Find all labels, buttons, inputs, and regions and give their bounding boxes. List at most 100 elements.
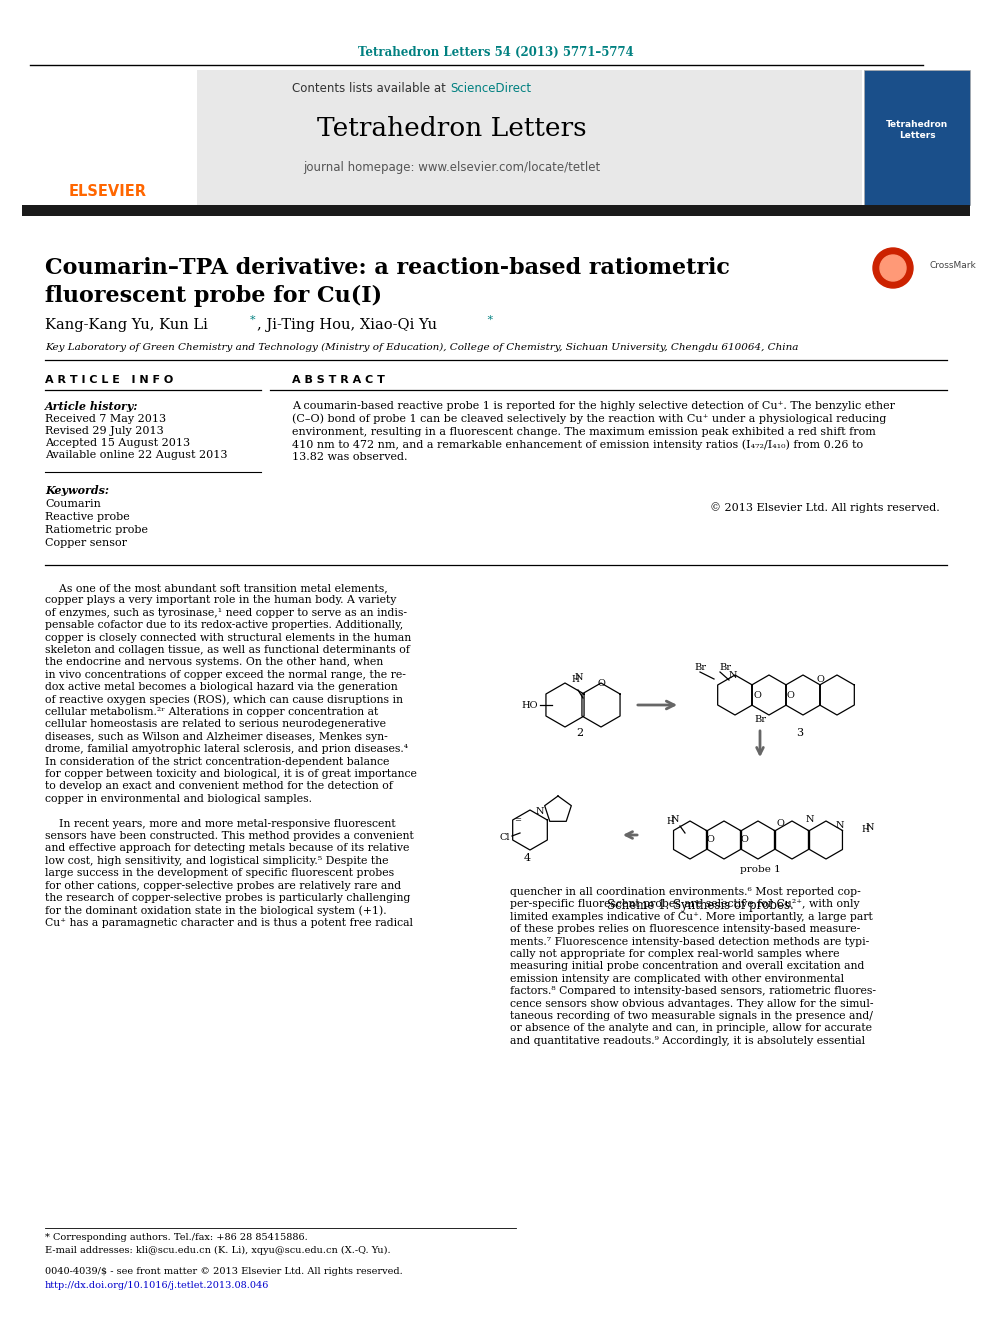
Text: N: N <box>729 671 737 680</box>
Text: 2: 2 <box>576 728 583 738</box>
Text: skeleton and collagen tissue, as well as functional determinants of: skeleton and collagen tissue, as well as… <box>45 646 410 655</box>
Text: In recent years, more and more metal-responsive fluorescent: In recent years, more and more metal-res… <box>45 819 396 828</box>
Text: O: O <box>597 679 605 688</box>
Text: H: H <box>666 818 674 827</box>
Text: fluorescent probe for Cu(I): fluorescent probe for Cu(I) <box>45 284 382 307</box>
Text: Received 7 May 2013: Received 7 May 2013 <box>45 414 166 423</box>
Text: large success in the development of specific fluorescent probes: large success in the development of spec… <box>45 868 394 878</box>
Text: Ratiometric probe: Ratiometric probe <box>45 525 148 534</box>
Text: H: H <box>861 826 869 835</box>
Text: Reactive probe: Reactive probe <box>45 512 130 523</box>
Text: N: N <box>866 823 874 832</box>
Text: measuring initial probe concentration and overall excitation and: measuring initial probe concentration an… <box>510 962 864 971</box>
Text: O: O <box>786 691 794 700</box>
Text: O: O <box>706 836 714 844</box>
Text: N: N <box>835 820 844 830</box>
Text: of these probes relies on fluorescence intensity-based measure-: of these probes relies on fluorescence i… <box>510 925 860 934</box>
Text: Kang-Kang Yu, Kun Li: Kang-Kang Yu, Kun Li <box>45 318 208 332</box>
Text: Accepted 15 August 2013: Accepted 15 August 2013 <box>45 438 190 448</box>
Text: As one of the most abundant soft transition metal elements,: As one of the most abundant soft transit… <box>45 583 388 593</box>
Text: environment, resulting in a fluorescent change. The maximum emission peak exhibi: environment, resulting in a fluorescent … <box>292 426 876 437</box>
Text: H: H <box>571 676 579 684</box>
Text: to develop an exact and convenient method for the detection of: to develop an exact and convenient metho… <box>45 782 393 791</box>
Text: Article history:: Article history: <box>45 401 139 411</box>
Text: In consideration of the strict concentration-dependent balance: In consideration of the strict concentra… <box>45 757 390 766</box>
Text: O: O <box>776 819 784 827</box>
Text: * Corresponding authors. Tel./fax: +86 28 85415886.: * Corresponding authors. Tel./fax: +86 2… <box>45 1233 308 1242</box>
Text: journal homepage: www.elsevier.com/locate/tetlet: journal homepage: www.elsevier.com/locat… <box>304 161 600 175</box>
Text: =: = <box>515 816 522 824</box>
Text: cence sensors show obvious advantages. They allow for the simul-: cence sensors show obvious advantages. T… <box>510 999 874 1008</box>
Text: Br: Br <box>754 716 766 725</box>
Text: A B S T R A C T: A B S T R A C T <box>292 374 385 385</box>
Text: Revised 29 July 2013: Revised 29 July 2013 <box>45 426 164 437</box>
Text: 0040-4039/$ - see front matter © 2013 Elsevier Ltd. All rights reserved.: 0040-4039/$ - see front matter © 2013 El… <box>45 1267 403 1277</box>
Text: Copper sensor: Copper sensor <box>45 538 127 548</box>
Text: cellular homeostasis are related to serious neurodegenerative: cellular homeostasis are related to seri… <box>45 720 386 729</box>
Text: ELSEVIER: ELSEVIER <box>69 184 147 200</box>
Text: Coumarin: Coumarin <box>45 499 101 509</box>
Bar <box>22 70 197 205</box>
Text: Available online 22 August 2013: Available online 22 August 2013 <box>45 450 227 460</box>
Text: emission intensity are complicated with other environmental: emission intensity are complicated with … <box>510 974 844 984</box>
Text: O: O <box>816 676 824 684</box>
Text: , Ji-Ting Hou, Xiao-Qi Yu: , Ji-Ting Hou, Xiao-Qi Yu <box>257 318 437 332</box>
Text: copper is closely connected with structural elements in the human: copper is closely connected with structu… <box>45 632 412 643</box>
Text: the endocrine and nervous systems. On the other hand, when: the endocrine and nervous systems. On th… <box>45 658 383 667</box>
Text: probe 1: probe 1 <box>740 865 781 875</box>
Text: factors.⁸ Compared to intensity-based sensors, ratiometric fluores-: factors.⁸ Compared to intensity-based se… <box>510 986 876 996</box>
Text: © 2013 Elsevier Ltd. All rights reserved.: © 2013 Elsevier Ltd. All rights reserved… <box>710 503 940 513</box>
Text: 13.82 was observed.: 13.82 was observed. <box>292 452 408 462</box>
Text: ScienceDirect: ScienceDirect <box>450 82 531 94</box>
Text: N: N <box>806 815 814 824</box>
Text: (C–O) bond of probe 1 can be cleaved selectively by the reaction with Cu⁺ under : (C–O) bond of probe 1 can be cleaved sel… <box>292 414 887 425</box>
Text: Br: Br <box>694 664 706 672</box>
Text: copper in environmental and biological samples.: copper in environmental and biological s… <box>45 794 312 804</box>
Text: copper plays a very important role in the human body. A variety: copper plays a very important role in th… <box>45 595 397 606</box>
Text: Br: Br <box>719 664 731 672</box>
Text: or absence of the analyte and can, in principle, allow for accurate: or absence of the analyte and can, in pr… <box>510 1024 872 1033</box>
Circle shape <box>880 255 906 280</box>
Text: Tetrahedron
Letters: Tetrahedron Letters <box>886 120 948 140</box>
Text: Key Laboratory of Green Chemistry and Technology (Ministry of Education), Colleg: Key Laboratory of Green Chemistry and Te… <box>45 343 799 352</box>
Text: the research of copper-selective probes is particularly challenging: the research of copper-selective probes … <box>45 893 411 904</box>
Text: A R T I C L E   I N F O: A R T I C L E I N F O <box>45 374 174 385</box>
Text: and effective approach for detecting metals because of its relative: and effective approach for detecting met… <box>45 843 410 853</box>
Text: cellular metabolism.²ʳ Alterations in copper concentration at: cellular metabolism.²ʳ Alterations in co… <box>45 706 378 717</box>
Text: CrossMark: CrossMark <box>930 261 977 270</box>
Text: drome, familial amyotrophic lateral sclerosis, and prion diseases.⁴: drome, familial amyotrophic lateral scle… <box>45 745 408 754</box>
Text: Tetrahedron Letters: Tetrahedron Letters <box>317 115 587 140</box>
Text: N: N <box>536 807 545 816</box>
Text: sensors have been constructed. This method provides a convenient: sensors have been constructed. This meth… <box>45 831 414 841</box>
Text: cally not appropriate for complex real-world samples where: cally not appropriate for complex real-w… <box>510 949 839 959</box>
Text: E-mail addresses: kli@scu.edu.cn (K. Li), xqyu@scu.edu.cn (X.-Q. Yu).: E-mail addresses: kli@scu.edu.cn (K. Li)… <box>45 1245 391 1254</box>
Text: pensable cofactor due to its redox-active properties. Additionally,: pensable cofactor due to its redox-activ… <box>45 620 404 630</box>
Circle shape <box>873 247 913 288</box>
Text: HO: HO <box>522 700 539 709</box>
Text: diseases, such as Wilson and Alzheimer diseases, Menkes syn-: diseases, such as Wilson and Alzheimer d… <box>45 732 388 742</box>
Text: in vivo concentrations of copper exceed the normal range, the re-: in vivo concentrations of copper exceed … <box>45 669 406 680</box>
Text: dox active metal becomes a biological hazard via the generation: dox active metal becomes a biological ha… <box>45 683 398 692</box>
Text: A coumarin-based reactive probe 1 is reported for the highly selective detection: A coumarin-based reactive probe 1 is rep… <box>292 401 895 411</box>
Text: 3: 3 <box>797 728 804 738</box>
Text: of reactive oxygen species (ROS), which can cause disruptions in: of reactive oxygen species (ROS), which … <box>45 695 403 705</box>
Text: Cu⁺ has a paramagnetic character and is thus a potent free radical: Cu⁺ has a paramagnetic character and is … <box>45 918 413 927</box>
Text: *: * <box>250 315 256 325</box>
Text: for other cations, copper-selective probes are relatively rare and: for other cations, copper-selective prob… <box>45 881 401 890</box>
Text: Keywords:: Keywords: <box>45 484 109 496</box>
Text: ments.⁷ Fluorescence intensity-based detection methods are typi-: ments.⁷ Fluorescence intensity-based det… <box>510 937 869 946</box>
Text: 410 nm to 472 nm, and a remarkable enhancement of emission intensity ratios (I₄₇: 410 nm to 472 nm, and a remarkable enhan… <box>292 439 863 450</box>
Text: quencher in all coordination environments.⁶ Most reported cop-: quencher in all coordination environment… <box>510 886 861 897</box>
Text: O: O <box>753 691 761 700</box>
Text: O: O <box>740 836 748 844</box>
Text: for copper between toxicity and biological, it is of great importance: for copper between toxicity and biologic… <box>45 769 417 779</box>
Text: http://dx.doi.org/10.1016/j.tetlet.2013.08.046: http://dx.doi.org/10.1016/j.tetlet.2013.… <box>45 1281 270 1290</box>
Text: Coumarin–TPA derivative: a reaction-based ratiometric: Coumarin–TPA derivative: a reaction-base… <box>45 257 730 279</box>
Text: and quantitative readouts.⁹ Accordingly, it is absolutely essential: and quantitative readouts.⁹ Accordingly,… <box>510 1036 865 1045</box>
Text: Scheme 1. Synthesis of probes.: Scheme 1. Synthesis of probes. <box>607 898 794 912</box>
Text: taneous recording of two measurable signals in the presence and/: taneous recording of two measurable sign… <box>510 1011 873 1021</box>
Text: N: N <box>671 815 680 824</box>
Text: Tetrahedron Letters 54 (2013) 5771–5774: Tetrahedron Letters 54 (2013) 5771–5774 <box>358 45 634 58</box>
Text: N: N <box>574 673 583 683</box>
Text: low cost, high sensitivity, and logistical simplicity.⁵ Despite the: low cost, high sensitivity, and logistic… <box>45 856 389 865</box>
